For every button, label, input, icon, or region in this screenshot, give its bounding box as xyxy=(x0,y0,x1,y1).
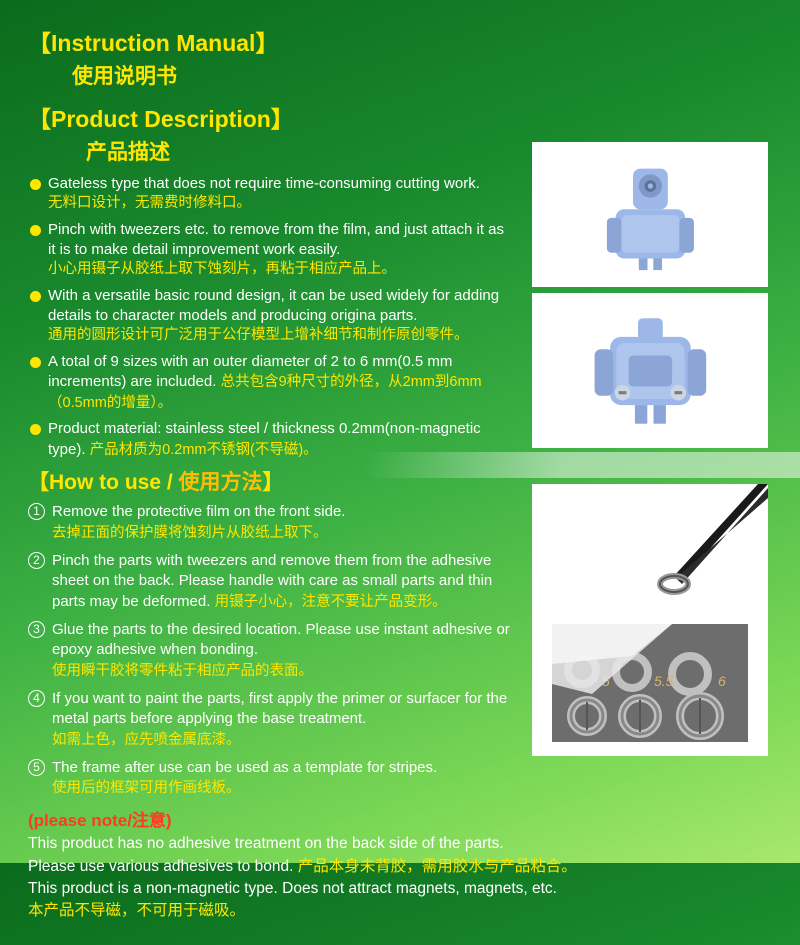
step-item: 2 Pinch the parts with tweezers and remo… xyxy=(28,551,513,613)
step-item: 1 Remove the protective film on the fron… xyxy=(28,502,513,543)
step-item: 3 Glue the parts to the desired location… xyxy=(28,620,513,682)
note-line1-en: This product has no adhesive treatment o… xyxy=(28,835,504,852)
step-zh: 使用瞬干胶将零件粘于相应产品的表面。 xyxy=(52,663,313,679)
step-zh: 使用后的框架可用作画线板。 xyxy=(52,780,241,796)
step-num: 4 xyxy=(28,690,45,707)
title-en: 【Instruction Manual】 xyxy=(28,24,772,58)
step-item: 5 The frame after use can be used as a t… xyxy=(28,758,513,799)
bullet-zh: 无料口设计，无需费时修料口。 xyxy=(48,194,513,214)
bullet-en: With a versatile basic round design, it … xyxy=(48,286,513,327)
bullet-item: With a versatile basic round design, it … xyxy=(28,286,513,346)
bullet-en: Pinch with tweezers etc. to remove from … xyxy=(48,220,513,261)
step-zh: 如需上色，应先喷金属底漆。 xyxy=(52,732,241,748)
note-line2-en: Please use various adhesives to bond. xyxy=(28,858,298,875)
note-line4-zh: 本产品不导磁，不可用于磁吸。 xyxy=(28,902,245,919)
note-line2-zh: 产品本身未背胶，需用胶水与产品粘合。 xyxy=(298,858,577,875)
step-item: 4 If you want to paint the parts, first … xyxy=(28,689,513,751)
step-en: The frame after use can be used as a tem… xyxy=(52,759,437,776)
bullet-zh: 产品材质为0.2mm不锈钢(不导磁)。 xyxy=(90,442,318,458)
step-num: 1 xyxy=(28,503,45,520)
step-num: 5 xyxy=(28,759,45,776)
note-body: This product has no adhesive treatment o… xyxy=(28,833,772,923)
bullet-item: Product material: stainless steel / thic… xyxy=(28,419,513,460)
bullet-list: Gateless type that does not require time… xyxy=(28,174,513,460)
step-zh: 用镊子小心，注意不要让产品变形。 xyxy=(215,594,447,610)
step-num: 2 xyxy=(28,552,45,569)
step-num: 3 xyxy=(28,621,45,638)
note-line3-en: This product is a non-magnetic type. Doe… xyxy=(28,880,557,897)
desc-head-zh: 产品描述 xyxy=(86,136,772,166)
bullet-item: A total of 9 sizes with an outer diamete… xyxy=(28,352,513,413)
how-head-zh: 使用方法 xyxy=(179,471,263,494)
bullet-zh: 小心用镊子从胶纸上取下蚀刻片，再粘于相应产品上。 xyxy=(48,260,513,280)
step-en: If you want to paint the parts, first ap… xyxy=(52,690,507,728)
bullet-zh: 通用的圆形设计可广泛用于公仔模型上增补细节和制作原创零件。 xyxy=(48,326,513,346)
title-zh: 使用说明书 xyxy=(72,60,772,90)
bullet-en: Gateless type that does not require time… xyxy=(48,174,513,194)
bullet-item: Pinch with tweezers etc. to remove from … xyxy=(28,220,513,280)
step-zh: 去掉正面的保护膜将蚀刻片从胶纸上取下。 xyxy=(52,525,328,541)
step-en: Remove the protective film on the front … xyxy=(52,503,345,520)
step-en: Glue the parts to the desired location. … xyxy=(52,621,510,659)
desc-head-en: 【Product Description】 xyxy=(28,100,772,134)
note-head: (please note/注意) xyxy=(28,806,772,831)
how-to-use-head: 【How to use / 使用方法】 xyxy=(28,466,513,496)
how-head-close: 】 xyxy=(263,471,284,494)
step-list: 1 Remove the protective film on the fron… xyxy=(28,502,513,799)
bullet-item: Gateless type that does not require time… xyxy=(28,174,513,214)
how-head-en: 【How to use / xyxy=(28,471,179,494)
